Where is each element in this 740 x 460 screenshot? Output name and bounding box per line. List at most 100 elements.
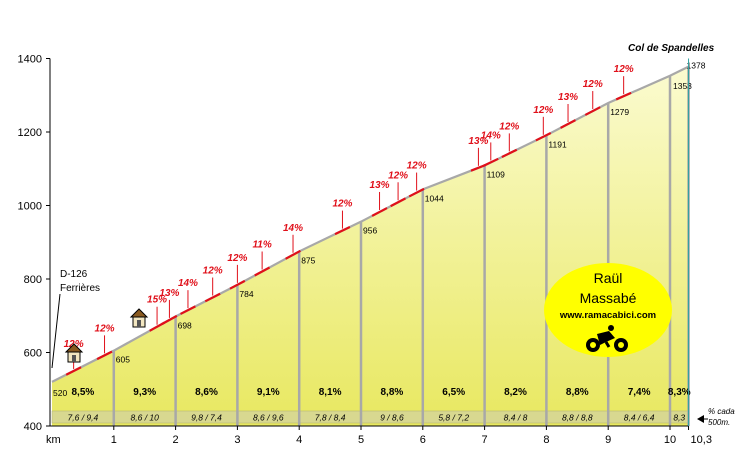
steep-gradient-label: 13% xyxy=(370,180,390,191)
cyclist-icon xyxy=(586,325,628,352)
altitude-label: 1378 xyxy=(687,61,706,71)
altitude-label: 1353 xyxy=(673,81,692,91)
steep-section-line xyxy=(161,314,178,325)
altitude-label: 1044 xyxy=(425,193,444,203)
steep-section-line xyxy=(584,106,601,116)
x-tick-label: 9 xyxy=(605,434,611,446)
badge-url: www.ramacabici.com xyxy=(559,310,656,321)
steep-gradient-label: 12% xyxy=(583,79,603,90)
badge-background xyxy=(544,263,672,357)
x-tick-label: 6 xyxy=(420,434,426,446)
steep-gradient-label: 12% xyxy=(388,170,408,181)
half-km-gradient-label: 8,8 / 8,8 xyxy=(562,413,593,423)
km-gradient-label: 6,5% xyxy=(442,387,465,398)
steep-gradient-label: 14% xyxy=(283,223,303,234)
steep-section-line xyxy=(96,350,113,361)
half-km-gradient-label: 8,4 / 8 xyxy=(504,413,528,423)
y-tick-label: 1200 xyxy=(18,127,42,139)
steep-section-line xyxy=(204,292,221,303)
altitude-label: 605 xyxy=(116,355,130,365)
km-gradient-label: 8,3% xyxy=(668,387,691,398)
altitude-label: 520 xyxy=(53,388,67,398)
x-tick-label: 5 xyxy=(358,434,364,446)
x-tick-label: 10,3 xyxy=(691,434,712,446)
km-gradient-label: 7,4% xyxy=(628,387,651,398)
steep-section-line xyxy=(65,366,82,376)
house-icon xyxy=(129,308,149,328)
altitude-label: 698 xyxy=(178,320,192,330)
start-village-label: Ferrières xyxy=(60,283,100,294)
steep-gradient-label: 12% xyxy=(332,199,352,210)
steep-gradient-label: 12% xyxy=(227,253,247,264)
steep-section-line xyxy=(535,132,552,142)
steep-gradient-label: 15% xyxy=(147,295,167,306)
profile-area xyxy=(52,66,689,427)
steep-section-line xyxy=(615,91,632,101)
steep-gradient-label: 14% xyxy=(178,278,198,289)
steep-section-line xyxy=(371,207,388,217)
steep-section-line xyxy=(285,249,301,260)
y-tick-label: 400 xyxy=(24,421,42,433)
steep-gradient-label: 13% xyxy=(159,288,179,299)
steep-section-line xyxy=(408,187,425,198)
y-tick-label: 600 xyxy=(24,348,42,360)
half-km-gradient-label: 9,8 / 7,4 xyxy=(191,413,222,423)
altitude-label: 1109 xyxy=(487,169,506,179)
start-road-label: D-126 xyxy=(60,269,88,280)
steep-section-line xyxy=(254,266,271,277)
x-tick-label: 8 xyxy=(543,434,549,446)
x-tick-label: 2 xyxy=(173,434,179,446)
y-tick-label: 1400 xyxy=(18,54,42,66)
chart-title: Col de Spandelles xyxy=(628,43,715,54)
steep-gradient-label: 12% xyxy=(614,64,634,75)
author-badge: Raül Massabé www.ramacabici.com xyxy=(544,263,672,357)
steep-section-line xyxy=(180,305,196,315)
half-km-note-line2: 500m. xyxy=(708,418,730,427)
steep-gradient-label: 12% xyxy=(533,105,553,116)
badge-name-line2: Massabé xyxy=(580,290,637,306)
x-tick-label: 7 xyxy=(482,434,488,446)
half-km-gradient-label: 8,6 / 9,6 xyxy=(253,413,284,423)
y-tick-label: 1000 xyxy=(18,201,42,213)
altitude-label: 875 xyxy=(301,255,315,265)
x-tick-label: 4 xyxy=(296,434,302,446)
km-gradient-label: 8,8% xyxy=(381,387,404,398)
altitude-label: 1279 xyxy=(610,107,629,117)
steep-gradient-label: 12% xyxy=(407,161,427,172)
steep-gradient-label: 13% xyxy=(468,136,488,147)
badge-name-line1: Raül xyxy=(594,270,623,286)
half-km-gradient-label: 5,8 / 7,2 xyxy=(438,413,469,423)
steep-gradient-label: 13% xyxy=(558,92,578,103)
steep-gradient-label: 11% xyxy=(252,240,271,251)
km-gradient-label: 8,5% xyxy=(72,387,95,398)
x-tick-label: 1 xyxy=(111,434,117,446)
half-km-gradient-label: 7,8 / 8,4 xyxy=(315,413,346,423)
x-tick-label: 10 xyxy=(664,434,676,446)
steep-section-line xyxy=(334,226,351,236)
steep-gradient-label: 14% xyxy=(481,130,501,141)
altitude-label: 956 xyxy=(363,226,377,236)
note-arrow-icon xyxy=(697,415,704,423)
km-gradient-label: 8,1% xyxy=(319,387,342,398)
km-gradient-label: 8,8% xyxy=(566,387,589,398)
half-km-gradient-label: 8,4 / 6,4 xyxy=(624,413,655,423)
half-km-gradient-label: 8,3 xyxy=(673,413,685,423)
half-km-gradient-label: 7,6 / 9,4 xyxy=(68,413,99,423)
steep-section-line xyxy=(560,119,576,129)
steep-section-line xyxy=(501,148,518,158)
steep-section-line xyxy=(390,197,407,208)
half-km-gradient-label: 9 / 8,6 xyxy=(380,413,404,423)
steep-gradient-label: 12% xyxy=(95,323,115,334)
steep-gradient-label: 12% xyxy=(203,266,223,277)
km-gradient-label: 8,2% xyxy=(504,387,527,398)
km-gradient-label: 9,3% xyxy=(133,387,156,398)
x-axis-label: km xyxy=(46,434,61,446)
steep-section-line xyxy=(229,279,246,290)
altitude-label: 784 xyxy=(239,289,253,299)
house-icon xyxy=(64,343,84,363)
km-gradient-label: 9,1% xyxy=(257,387,280,398)
half-km-note-line1: % cada xyxy=(708,407,735,416)
start-pointer-line xyxy=(51,293,61,369)
altitude-label: 1191 xyxy=(548,139,567,149)
